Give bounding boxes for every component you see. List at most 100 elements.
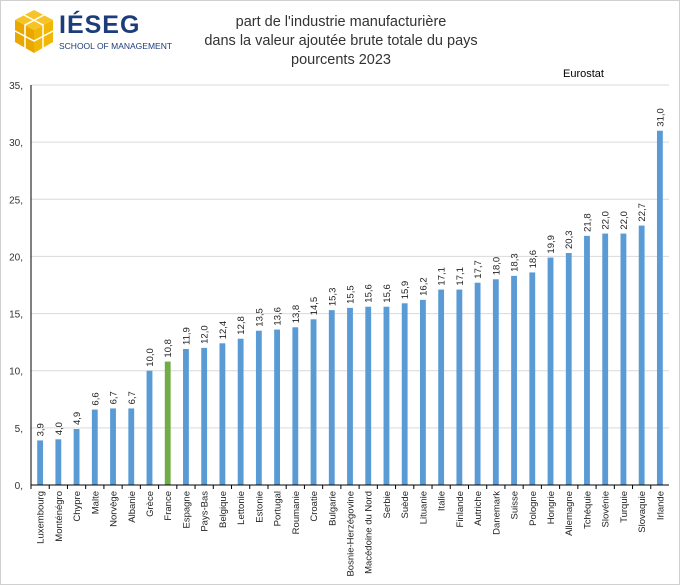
- bar: [383, 306, 390, 485]
- bar: [347, 307, 353, 485]
- data-label: 4,0: [54, 422, 65, 435]
- bar: [620, 233, 627, 485]
- x-tick-label: Belgique: [218, 491, 229, 528]
- data-label: 12,4: [218, 321, 229, 340]
- data-label: 17,7: [473, 260, 484, 279]
- bar: [419, 299, 426, 485]
- x-tick-label: Albanie: [127, 491, 138, 523]
- x-tick-label: Turquie: [619, 491, 630, 523]
- data-label: 12,0: [200, 325, 211, 344]
- x-tick-label: Lettonie: [236, 491, 247, 525]
- y-tick-label: 20,: [9, 252, 23, 263]
- data-label: 15,3: [327, 288, 338, 307]
- x-tick-label: Bosnie-Herzégovine: [346, 491, 357, 577]
- bar: [456, 289, 463, 485]
- x-tick-label: Malte: [90, 491, 101, 514]
- bar: [310, 319, 317, 485]
- bar: [492, 279, 499, 485]
- bar: [474, 282, 481, 485]
- x-tick-label: Hongrie: [546, 491, 557, 524]
- logo-tagline: SCHOOL OF MANAGEMENT: [59, 41, 173, 51]
- logo-wordmark: IÉSEG: [59, 11, 141, 39]
- x-tick-label: Lituanie: [418, 491, 429, 524]
- x-tick-label: Espagne: [181, 491, 192, 529]
- data-label: 11,9: [181, 327, 192, 345]
- x-tick-label: Suisse: [510, 491, 521, 520]
- chart-title-line: part de l'industrie manufacturière: [235, 14, 447, 30]
- data-label: 22,0: [619, 211, 630, 230]
- bar: [638, 225, 645, 486]
- x-tick-label: Bulgarie: [327, 491, 338, 526]
- x-tick-label: Pologne: [528, 491, 539, 526]
- x-tick-label: Grèce: [145, 491, 156, 517]
- x-tick-label: Luxembourg: [36, 491, 47, 544]
- y-tick-label: 35,: [9, 81, 23, 92]
- x-tick-label: Suède: [400, 491, 411, 518]
- bar: [201, 347, 208, 485]
- bar: [565, 253, 572, 485]
- x-tick-label: Irlande: [655, 491, 666, 520]
- x-tick-label: Tchéquie: [582, 491, 593, 529]
- bar: [73, 429, 80, 485]
- bar: [183, 349, 189, 485]
- y-tick-label: 10,: [9, 367, 23, 378]
- data-label: 14,5: [309, 297, 320, 316]
- x-tick-label: Estonie: [254, 491, 265, 523]
- bar: [529, 272, 536, 485]
- x-tick-label: Italie: [437, 491, 448, 511]
- data-label: 6,6: [90, 392, 101, 405]
- x-tick-label: Slovénie: [601, 491, 612, 527]
- bar: [219, 343, 226, 485]
- data-label: 17,1: [437, 267, 448, 286]
- bar: [237, 338, 244, 485]
- data-label: 12,8: [236, 316, 247, 335]
- bar: [438, 289, 445, 485]
- x-tick-label: Monténégro: [54, 491, 65, 542]
- data-label: 15,6: [382, 284, 393, 303]
- data-label: 15,5: [346, 285, 357, 304]
- bar: [110, 408, 116, 485]
- x-tick-label: Slovaquie: [637, 491, 648, 533]
- data-label: 31,0: [655, 108, 666, 127]
- x-tick-label: Serbie: [382, 491, 393, 518]
- data-label: 6,7: [127, 391, 138, 404]
- bar: [292, 327, 299, 485]
- bar: [274, 329, 281, 485]
- data-label: 3,9: [36, 423, 47, 436]
- bar: [55, 439, 62, 485]
- bar: [128, 408, 135, 485]
- data-label: 17,1: [455, 267, 466, 286]
- data-label: 4,9: [72, 412, 83, 425]
- bar-highlighted: [164, 361, 171, 485]
- x-tick-label: Allemagne: [564, 491, 575, 536]
- bar: [255, 330, 262, 485]
- x-tick-label: Finlande: [455, 491, 466, 527]
- x-tick-label: Roumanie: [291, 491, 302, 534]
- y-tick-label: 15,: [9, 310, 23, 321]
- x-tick-label: Norvège: [109, 491, 120, 527]
- x-tick-label: Portugal: [273, 491, 284, 526]
- y-tick-label: 0,: [15, 481, 23, 492]
- logo-cube-icon: [14, 10, 54, 53]
- x-tick-label: France: [163, 491, 174, 521]
- bar: [401, 303, 408, 485]
- bar: [91, 409, 98, 485]
- data-label: 13,6: [273, 307, 284, 326]
- data-label: 15,6: [364, 284, 375, 303]
- data-label: 19,9: [546, 235, 557, 254]
- chart-title: part de l'industrie manufacturière dans …: [191, 13, 491, 70]
- data-label: 10,0: [145, 348, 156, 367]
- data-label: 22,0: [601, 211, 612, 230]
- y-tick-label: 30,: [9, 138, 23, 149]
- bar: [328, 310, 335, 485]
- data-label: 16,2: [418, 277, 429, 296]
- y-tick-label: 5,: [15, 424, 23, 435]
- data-label: 20,3: [564, 231, 575, 250]
- bar: [584, 235, 590, 485]
- bar: [146, 370, 153, 485]
- x-tick-label: Autriche: [473, 491, 484, 526]
- data-label: 15,9: [400, 281, 411, 300]
- data-label: 18,3: [510, 253, 521, 272]
- x-tick-label: Croatie: [309, 491, 320, 522]
